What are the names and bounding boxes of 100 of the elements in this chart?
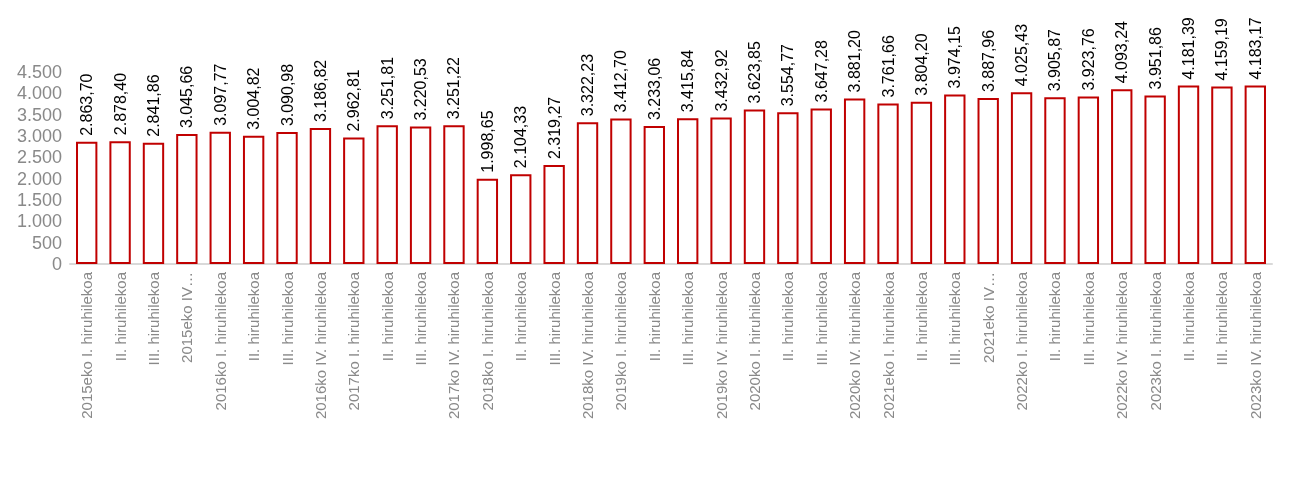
y-tick-label: 2.000 (16, 168, 62, 189)
bar (843, 98, 866, 264)
bar (242, 135, 265, 264)
bar (910, 101, 933, 264)
x-tick-label: 2020ko IV. hiruhilekoa (846, 271, 864, 420)
x-tick-label: III. hiruhilekoa (1079, 271, 1097, 366)
bar (1111, 89, 1133, 264)
x-tick-label: II. hiruhilekoa (779, 271, 797, 362)
x-tick-label: 2016ko I. hiruhilekoa (211, 271, 229, 411)
x-tick-label: III. hiruhilekoa (278, 271, 296, 366)
x-tick-label: II. hiruhilekoa (1046, 271, 1064, 362)
data-label: 2.863,70 (78, 73, 96, 136)
x-tick-label: III. hiruhilekoa (545, 271, 563, 366)
x-tick-label: 2015eko I. hiruhilekoa (78, 271, 96, 419)
data-label: 4.181,39 (1180, 17, 1198, 80)
bar (510, 174, 532, 264)
data-label: 1.998,65 (478, 110, 496, 173)
data-label: 3.322,23 (579, 53, 597, 117)
x-tick-label: III. hiruhilekoa (679, 271, 697, 366)
bar (1177, 85, 1200, 264)
data-label: 3.804,20 (912, 33, 930, 96)
data-label: 3.412,70 (612, 50, 630, 113)
bar (877, 103, 899, 264)
bar (743, 109, 766, 264)
x-tick-label: II. hiruhilekoa (512, 271, 530, 362)
x-tick-label: 2023ko I. hiruhilekoa (1146, 271, 1164, 411)
data-label: 4.183,17 (1246, 17, 1264, 80)
data-label: 3.761,66 (879, 35, 897, 98)
x-tick-label: II. hiruhilekoa (645, 271, 663, 362)
bar (276, 132, 298, 264)
x-tick-label: II. hiruhilekoa (1180, 271, 1198, 362)
data-label: 3.623,85 (745, 41, 763, 104)
bar (309, 128, 332, 264)
data-label: 3.905,87 (1046, 28, 1064, 92)
data-label: 3.251,22 (445, 56, 463, 120)
x-tick-label: III. hiruhilekoa (144, 271, 162, 366)
bar (977, 98, 999, 264)
data-label: 4.093,24 (1113, 20, 1131, 84)
bar (209, 131, 231, 264)
bar (142, 142, 165, 264)
x-tick-label: III. hiruhilekoa (1213, 271, 1231, 366)
data-label: 3.004,82 (245, 67, 263, 130)
x-tick-label: 2018ko IV. hiruhilekoa (579, 271, 597, 420)
bar (710, 117, 732, 264)
bar (443, 125, 465, 264)
bar (677, 118, 699, 264)
x-tick-label: 2016ko IV. hiruhilekoa (311, 271, 329, 420)
bar (176, 134, 198, 264)
x-tick-label: 2018ko I. hiruhilekoa (478, 271, 496, 411)
bar (376, 125, 398, 264)
x-tick-label: 2015eko IV… (178, 272, 196, 363)
y-tick-label: 4.500 (16, 62, 62, 82)
bar (76, 141, 98, 264)
data-label: 2.962,81 (345, 69, 363, 132)
data-label: 3.923,76 (1079, 28, 1097, 91)
bar (543, 165, 565, 264)
x-tick-label: III. hiruhilekoa (946, 271, 964, 366)
x-tick-label: II. hiruhilekoa (912, 271, 930, 362)
data-label: 3.186,82 (311, 59, 329, 123)
x-tick-label: 2021eko I. hiruhilekoa (879, 271, 897, 419)
x-tick-label: 2017ko IV. hiruhilekoa (445, 271, 463, 420)
y-tick-label: 3.000 (16, 126, 62, 146)
y-tick-label: 1.500 (16, 190, 62, 210)
bar (944, 94, 966, 264)
data-label: 3.432,92 (712, 49, 730, 112)
x-tick-label: 2023ko IV. hiruhilekoa (1246, 271, 1264, 420)
x-tick-label: 2022ko IV. hiruhilekoa (1113, 271, 1131, 420)
x-tick-label: II. hiruhilekoa (111, 271, 129, 362)
data-label: 2.878,40 (111, 72, 129, 136)
y-tick-label: 500 (31, 232, 62, 253)
data-label: 4.025,43 (1013, 23, 1031, 87)
x-tick-label: 2017ko I. hiruhilekoa (345, 271, 363, 411)
bar (1211, 86, 1233, 264)
y-tick-label: 4.000 (16, 83, 62, 104)
bar (109, 141, 131, 264)
data-label: 3.233,06 (645, 57, 663, 121)
x-tick-label: III. hiruhilekoa (412, 271, 430, 366)
data-label: 3.554,77 (779, 43, 797, 107)
x-tick-label: 2021eko IV… (979, 272, 997, 363)
bar (1077, 96, 1100, 264)
data-label: 2.104,33 (512, 105, 530, 169)
data-label: 3.647,28 (812, 40, 830, 103)
x-tick-label: 2019ko IV. hiruhilekoa (712, 271, 730, 420)
data-label: 3.951,86 (1146, 27, 1164, 90)
data-label: 3.887,96 (979, 29, 997, 93)
bar (1144, 95, 1166, 264)
data-label: 3.881,20 (846, 30, 864, 93)
y-tick-label: 0 (51, 254, 62, 274)
data-label: 3.415,84 (679, 49, 697, 113)
bar (610, 118, 632, 264)
data-label: 2.841,86 (144, 74, 162, 137)
bar (777, 112, 799, 264)
data-label: 3.090,98 (278, 63, 296, 127)
bar (643, 126, 665, 264)
data-label: 2.319,27 (545, 96, 563, 160)
x-tick-label: 2019ko I. hiruhilekoa (612, 271, 630, 411)
data-label: 3.220,53 (412, 58, 430, 121)
bar (1010, 92, 1033, 264)
x-tick-label: 2020ko I. hiruhilekoa (745, 271, 763, 411)
data-label: 3.097,77 (211, 63, 229, 126)
